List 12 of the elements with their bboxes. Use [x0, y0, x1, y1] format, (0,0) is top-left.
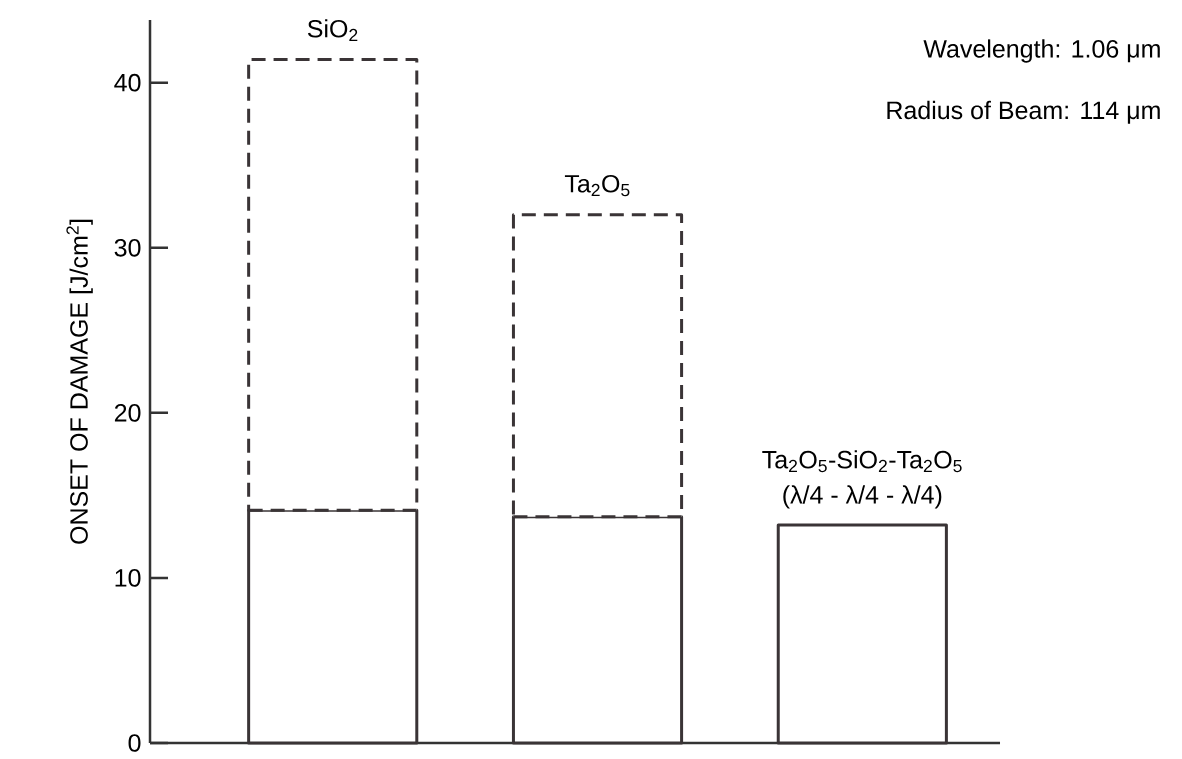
- y-tick-label: 30: [114, 238, 141, 257]
- annotation: (λ/4 - λ/4 - λ/4): [783, 485, 942, 509]
- y-tick-label: 20: [114, 404, 141, 422]
- annotation: Radius of Beam: 114 μm: [887, 100, 1160, 124]
- category-label: Ta$_{2}$O$_{5}$-SiO$_{2}$-Ta$_{2}$O$_{5}$: [762, 450, 962, 473]
- y-tick-label: 40: [114, 73, 141, 92]
- y-tick-label: 0: [128, 734, 141, 752]
- x-tick-label: SiO$_{2}$: [307, 19, 358, 42]
- y-tick-label: 10: [115, 569, 141, 587]
- y-axis-title: ONSET OF DAMAGE [J/cm$^{2}$]: [66, 219, 93, 544]
- annotation: Wavelength: 1.06 μm: [923, 39, 1160, 63]
- x-tick-label: Ta$_{2}$O$_{5}$: [564, 174, 630, 197]
